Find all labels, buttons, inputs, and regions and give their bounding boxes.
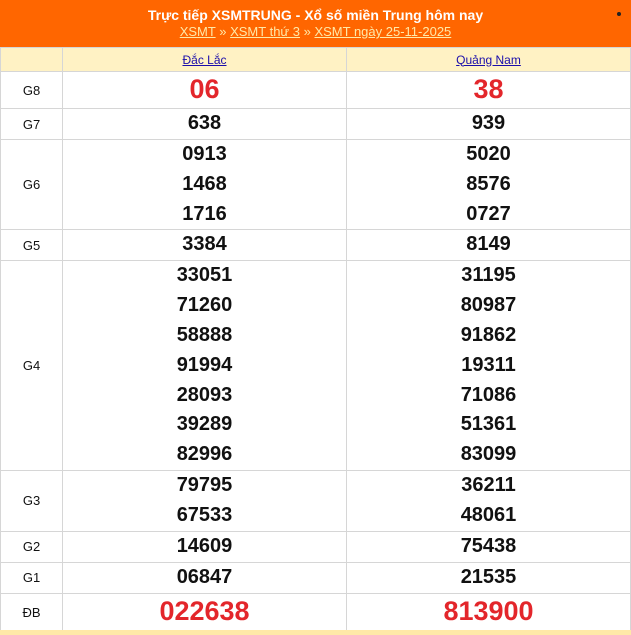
prize-cell: 0913 1468 1716 [62,138,347,231]
prize-cell: 31195 80987 91862 19311 71086 51361 83099 [346,260,631,471]
prize-label: G8 [0,71,63,109]
prize-row-đb: ĐB 022638 813900 [0,592,631,632]
prize-cell: 21535 [346,561,631,594]
prize-number: 8149 [466,233,511,256]
province-link-quang-nam[interactable]: Quảng Nam [346,47,631,72]
prize-number: 06847 [176,565,233,588]
prize-label: G2 [0,530,63,563]
prize-number: 79795 [176,473,233,496]
prize-cell: 38 [346,71,631,109]
prize-number: 0913 [182,143,227,165]
prize-number: 31195 [461,264,516,287]
prize-cell: 79795 67533 [62,469,347,532]
prize-number: 0727 [466,202,511,225]
prize-number: 39289 [176,413,233,436]
prize-row-g8: G8 06 38 [0,71,631,109]
prize-number: 91862 [460,323,517,346]
prize-number: 33051 [176,264,233,287]
prize-number: 91994 [176,353,233,376]
prize-row-g7: G7 638 939 [0,108,631,140]
prize-number: 5020 [466,143,511,165]
prize-label: G4 [0,260,63,471]
prize-number: 1468 [182,172,227,195]
prize-number: 14609 [176,534,233,557]
prize-row-g4: G4 33051 71260 58888 91994 28093 39289 82996 311… [0,260,631,471]
prize-number: 71086 [460,383,517,406]
prize-label: G1 [0,561,63,594]
breadcrumb-xsmt[interactable]: XSMT [179,24,216,39]
breadcrumb-date[interactable]: XSMT ngày 25-11-2025 [314,24,452,39]
prize-number: 939 [471,112,506,135]
prize-row-g3: G3 79795 67533 36211 48061 [0,469,631,532]
prize-row-g5: G5 3384 8149 [0,229,631,262]
province-link-dac-lac[interactable]: Đắc Lắc [62,47,347,72]
prize-number: 28093 [176,383,233,406]
prize-number: 48061 [460,503,517,526]
prize-number: 06 [189,74,220,105]
page-title: Trực tiếp XSMTRUNG - Xổ số miền Trung hô… [147,7,484,23]
page-header: Trực tiếp XSMTRUNG - Xổ số miền Trung hô… [0,0,631,47]
prize-cell: 33051 71260 58888 91994 28093 39289 82996 [62,260,347,471]
prize-number: 67533 [176,503,233,526]
prize-cell: 022638 [62,592,347,632]
prize-row-g1: G1 06847 21535 [0,561,631,594]
prize-number: 82996 [176,443,233,466]
prize-number: 813900 [443,596,534,627]
prize-label: ĐB [0,592,63,632]
prize-cell: 06 [62,71,347,109]
prize-label: G3 [0,469,63,532]
prize-number: 80987 [460,294,517,317]
prize-cell: 14609 [62,530,347,563]
results-table: Đắc Lắc Quảng Nam G8 06 38 G7 638 939 G6 0913 14… [0,47,631,632]
prize-cell: 5020 8576 0727 [346,138,631,231]
prize-cell: 36211 48061 [346,469,631,532]
dot-icon [617,12,621,16]
prize-label: G5 [0,229,63,262]
prize-number: 75438 [460,534,517,557]
prize-cell: 3384 [62,229,347,262]
prize-number: 51361 [460,413,517,436]
prize-number: 1716 [182,202,227,225]
prize-cell: 8149 [346,229,631,262]
breadcrumb-xsmt-thu-3[interactable]: XSMT thứ 3 [230,24,300,39]
prize-number: 638 [187,112,222,135]
prize-number: 21535 [460,565,517,588]
prize-number: 58888 [176,323,233,346]
prize-number: 36211 [461,473,516,496]
prize-number: 38 [473,74,504,105]
prize-cell: 75438 [346,530,631,563]
breadcrumb: XSMT » XSMT thứ 3 » XSMT ngày 25-11-2025 [179,24,452,39]
prize-label: G6 [0,138,63,231]
prize-number: 71260 [176,294,233,317]
prize-cell: 06847 [62,561,347,594]
prize-cell: 939 [346,108,631,140]
footer-strip [0,630,631,635]
prize-number: 3384 [182,233,227,256]
prize-cell: 638 [62,108,347,140]
prize-number: 022638 [159,596,250,627]
table-header-row: Đắc Lắc Quảng Nam [0,47,631,72]
prize-label: G7 [0,108,63,140]
prize-row-g2: G2 14609 75438 [0,530,631,563]
prize-row-g6: G6 0913 1468 1716 5020 8576 0727 [0,138,631,231]
prize-cell: 813900 [346,592,631,632]
prize-number: 8576 [466,172,511,195]
prize-number: 19311 [461,353,516,376]
prize-number: 83099 [460,443,517,466]
